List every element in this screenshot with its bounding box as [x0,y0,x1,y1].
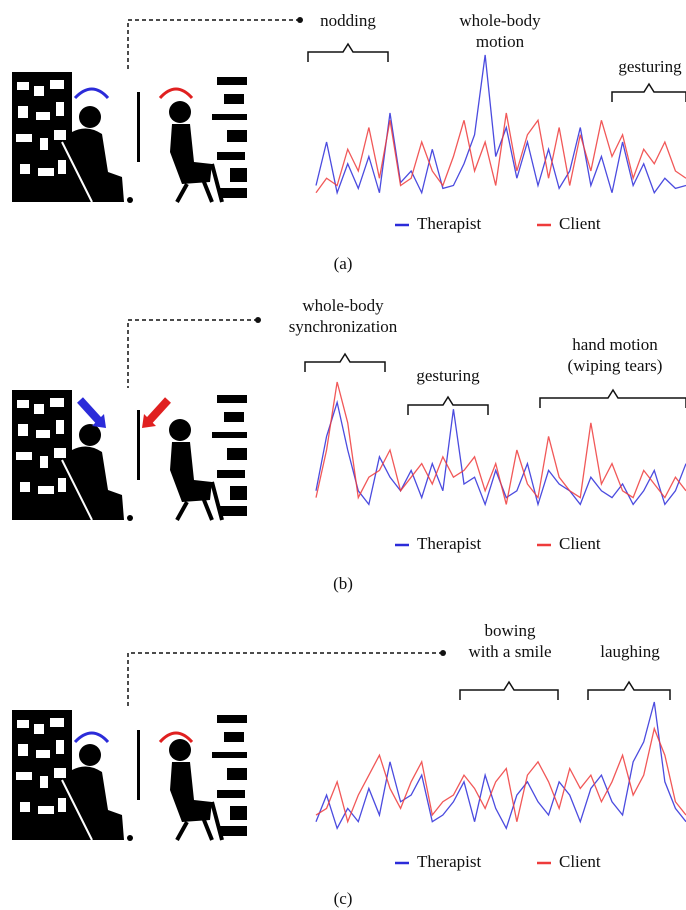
legend-label: Client [559,214,601,233]
annotation: synchronization [289,317,398,336]
series-line [315,701,686,831]
bracket [587,680,671,700]
series-line [315,112,686,194]
annotation: whole-body [302,296,384,315]
caption: (b) [333,574,353,593]
legend-label: Therapist [417,534,481,553]
annotation: hand motion [572,335,658,354]
caption: (a) [334,254,353,273]
annotation: (wiping tears) [568,356,663,375]
annotation: with a smile [468,642,551,661]
scene-a [10,70,249,205]
bracket [611,82,686,102]
bracket [407,395,489,415]
annotation: bowing [485,621,537,640]
connector [127,19,443,708]
bracket [304,352,386,372]
legend-label: Therapist [417,214,481,233]
connector-dot [255,17,446,656]
legend-label: Therapist [417,852,481,871]
caption: (c) [334,889,353,908]
bracket [539,388,686,408]
annotation: motion [476,32,525,51]
arrow [77,397,103,425]
legend-label: Client [559,534,601,553]
legend-label: Client [559,852,601,871]
series-line [315,54,686,196]
annotation: whole-body [459,11,541,30]
scene-b [10,388,249,523]
annotation: gesturing [416,366,480,385]
series-line [315,399,686,507]
arrow [92,414,106,428]
arrow [158,87,194,100]
scene-c [10,708,249,843]
arrow [73,87,110,100]
arrow [73,731,110,744]
bracket [307,42,389,62]
arrow [145,397,171,425]
annotation: gesturing [618,57,682,76]
bracket [459,680,559,700]
series-line [315,726,686,824]
arrow [158,731,194,744]
annotation: laughing [600,642,660,661]
series-line [315,381,686,505]
annotation: nodding [320,11,376,30]
arrow [142,414,156,428]
